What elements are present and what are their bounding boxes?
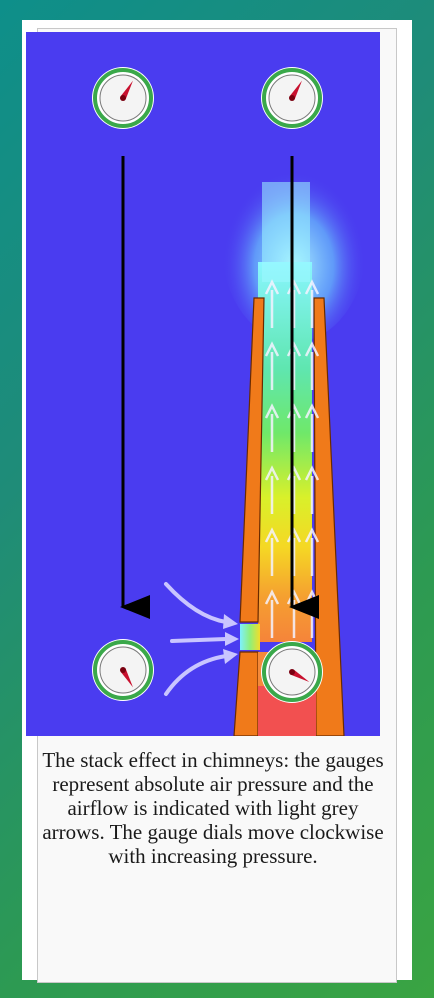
chimney-right-wall	[313, 297, 345, 736]
outside-bottom-gauge	[92, 639, 154, 701]
gauge-hub	[289, 669, 295, 675]
chimney-left-wall-lower	[233, 651, 259, 736]
air-inlet	[240, 624, 260, 650]
inflow-arrow-bottom	[164, 654, 228, 696]
inflow-arrowheads	[223, 614, 239, 664]
gauge-needle	[120, 80, 133, 100]
updraft-arrow-head	[264, 589, 280, 605]
stack-effect-diagram	[26, 32, 380, 736]
updraft-arrow-head	[264, 279, 280, 295]
chimney-left-wall-upper	[239, 297, 265, 623]
gauge-ring	[93, 68, 153, 128]
updraft-arrow-head	[264, 527, 280, 543]
plume-core	[262, 182, 310, 282]
warm-air-column	[258, 262, 312, 642]
updraft-arrow-head	[304, 527, 320, 543]
gauge-hub	[289, 95, 295, 101]
gauge-needle	[289, 80, 302, 100]
updraft-arrow-head	[264, 341, 280, 357]
updraft-arrow-head	[286, 403, 302, 419]
updraft-arrow-head	[304, 403, 320, 419]
inside-bottom-gauge	[261, 641, 323, 703]
updraft-arrow-head	[304, 465, 320, 481]
gauge-ring	[93, 640, 153, 700]
updraft-arrow-head	[304, 341, 320, 357]
updraft-arrow-head	[264, 403, 280, 419]
outside-top-gauge	[92, 67, 154, 129]
updraft-arrows	[264, 279, 320, 638]
inflow-arrow-top	[164, 582, 228, 624]
gauge-needle	[290, 669, 310, 682]
updraft-arrow-head	[304, 279, 320, 295]
inflow-arrows	[164, 582, 228, 696]
gauge-hub	[120, 95, 126, 101]
gauge-ring	[262, 642, 322, 702]
gauge-ring	[262, 68, 322, 128]
updraft-arrow-head	[286, 279, 302, 295]
gauge-needle	[120, 668, 133, 688]
figure-caption: The stack effect in chimneys: the gauges…	[42, 748, 384, 868]
inflow-arrow-middle	[170, 637, 228, 643]
updraft-arrow-head	[286, 341, 302, 357]
updraft-arrow-head	[286, 465, 302, 481]
updraft-arrow-head	[286, 527, 302, 543]
gauge-hub	[120, 667, 126, 673]
inside-top-gauge	[261, 67, 323, 129]
updraft-arrow-head	[264, 465, 280, 481]
